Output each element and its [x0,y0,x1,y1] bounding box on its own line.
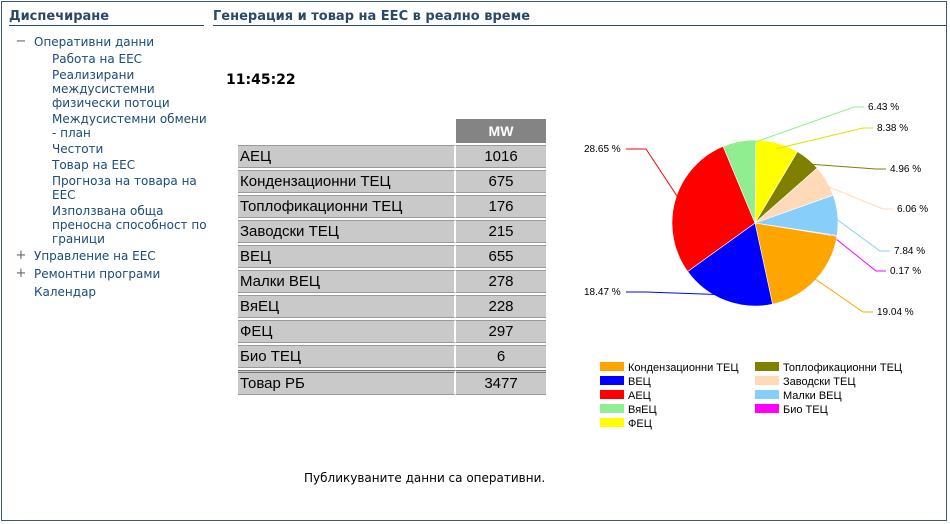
pie-leader-line [740,106,864,148]
tree-node-label[interactable]: Календар [34,285,97,299]
tree-node[interactable]: + Управление на ЕЕС [12,248,212,264]
pie-slice-label: 0.17 % [890,266,921,277]
row-source-name: Кондензационни ТЕЦ [238,170,456,193]
row-source-name: Топлофикационни ТЕЦ [238,195,456,218]
expand-icon[interactable]: + [15,248,27,263]
legend-swatch [755,390,779,399]
pie-leader-line [626,291,728,296]
page-title: Генерация и товар на ЕЕС в реално време [213,9,946,26]
row-source-name: АЕЦ [238,145,456,168]
tree-leaf-link[interactable]: Честоти [52,142,104,156]
row-source-name: Заводски ТЕЦ [238,220,456,243]
table-row: АЕЦ 1016 [238,145,546,168]
row-source-name: ВЕЦ [238,245,456,268]
tree-leaf-link[interactable]: Работа на ЕЕС [52,52,143,66]
tree-node[interactable]: Календар [12,284,212,300]
pie-slice [687,222,773,307]
tree-leaf-link[interactable]: Товар на ЕЕС [52,158,136,172]
legend-label: Топлофикационни ТЕЦ [783,362,902,374]
row-mw-value: 655 [456,245,546,268]
legend-swatch [600,376,624,385]
row-mw-value: 176 [456,195,546,218]
expand-icon[interactable]: + [15,266,27,281]
row-mw-value: 675 [456,170,546,193]
legend-label: ВЕЦ [628,376,651,388]
row-source-name: ФЕЦ [238,320,456,343]
pie-slice [754,222,838,305]
tree-node[interactable]: − Оперативни данни [12,34,212,50]
legend-swatch [755,376,779,385]
navigation-tree: − Оперативни данни Работа на ЕЕС Реализиран… [12,34,212,302]
table-row: Кондензационни ТЕЦ 675 [238,170,546,193]
tree-node-label[interactable]: Ремонтни програми [34,267,161,281]
table-row: ВяЕЦ 228 [238,295,546,318]
legend-label: Био ТЕЦ [783,404,828,416]
pie-slice-label: 6.43 % [868,102,899,113]
pie-slice-label: 8.38 % [877,123,908,134]
row-mw-value: 1016 [456,145,546,168]
current-time: 11:45:22 [226,72,296,88]
pie-leader-line [831,215,890,252]
pie-slice [671,145,756,272]
pie-leader-line [626,148,682,203]
pie-leader-line [810,275,873,313]
table-row: Заводски ТЕЦ 215 [238,220,546,243]
table-row: ФЕЦ 297 [238,320,546,343]
table-row: Малки ВЕЦ 278 [238,270,546,293]
legend-swatch [600,362,624,371]
generation-pie-chart: 8.38 % 4.96 % 6.06 % 7.84 % 0.17 % 19.04 % 18.… [584,102,928,430]
row-source-name: Био ТЕЦ [238,345,456,368]
legend-label: АЕЦ [628,390,651,402]
tree-children: Работа на ЕЕС Реализирани междусистемни ф… [30,52,212,246]
footer-note: Публикуваните данни са оперативни. [304,471,546,485]
tree-node-label[interactable]: Оперативни данни [34,35,155,49]
row-source-name: Малки ВЕЦ [238,270,456,293]
pie-slice-label: 4.96 % [890,164,921,175]
pie-leader-line [830,234,886,272]
table-row: ВЕЦ 655 [238,245,546,268]
row-mw-value: 228 [456,295,546,318]
table-row: Био ТЕЦ 6 [238,345,546,368]
legend-label: ВяЕЦ [628,404,657,416]
generation-table: MW АЕЦ 1016 Кондензационни ТЕЦ 675 Топлофика… [238,117,546,397]
pie-leader-line [821,183,893,210]
row-source-name: ВяЕЦ [238,295,456,318]
legend-label: Малки ВЕЦ [783,390,842,402]
legend-swatch [755,362,779,371]
sidebar-title: Диспечиране [9,9,204,26]
collapse-icon[interactable]: − [15,34,27,49]
row-mw-value: 215 [456,220,546,243]
row-mw-value: 6 [456,345,546,368]
legend-label: ФЕЦ [628,418,652,430]
pie-slice-label: 19.04 % [877,307,914,318]
tree-leaf-link[interactable]: Прогноза на товара на ЕЕС [52,174,197,202]
table-total-row: Товар РБ 3477 [238,370,546,395]
table-row: Топлофикационни ТЕЦ 176 [238,195,546,218]
tree-leaf-link[interactable]: Междусистемни обмени - план [52,112,207,140]
legend-swatch [600,390,624,399]
legend-label: Кондензационни ТЕЦ [628,362,738,374]
tree-node[interactable]: + Ремонтни програми [12,266,212,282]
row-mw-value: 297 [456,320,546,343]
legend-label: Заводски ТЕЦ [783,376,855,388]
pie-slice-label: 28.65 % [584,144,621,155]
total-value: 3477 [456,370,546,395]
total-name: Товар РБ [238,370,456,395]
row-mw-value: 278 [456,270,546,293]
tree-node-label[interactable]: Управление на ЕЕС [34,249,156,263]
pie-slice-label: 18.47 % [584,287,621,298]
pie-leader-line [804,163,886,170]
pie-leader-line [775,127,873,150]
legend-swatch [600,404,624,413]
pie-slice-label: 7.84 % [894,246,925,257]
pie-slice [722,139,757,224]
pie-slice-label: 6.06 % [897,204,928,215]
tree-leaf-link[interactable]: Реализирани междусистемни физически пото… [52,68,170,110]
table-header-mw: MW [456,119,546,143]
legend-swatch [600,418,624,427]
legend-swatch [755,404,779,413]
tree-leaf-link[interactable]: Използвана обща преносна способност по г… [52,204,207,246]
table-header-empty [238,119,456,143]
